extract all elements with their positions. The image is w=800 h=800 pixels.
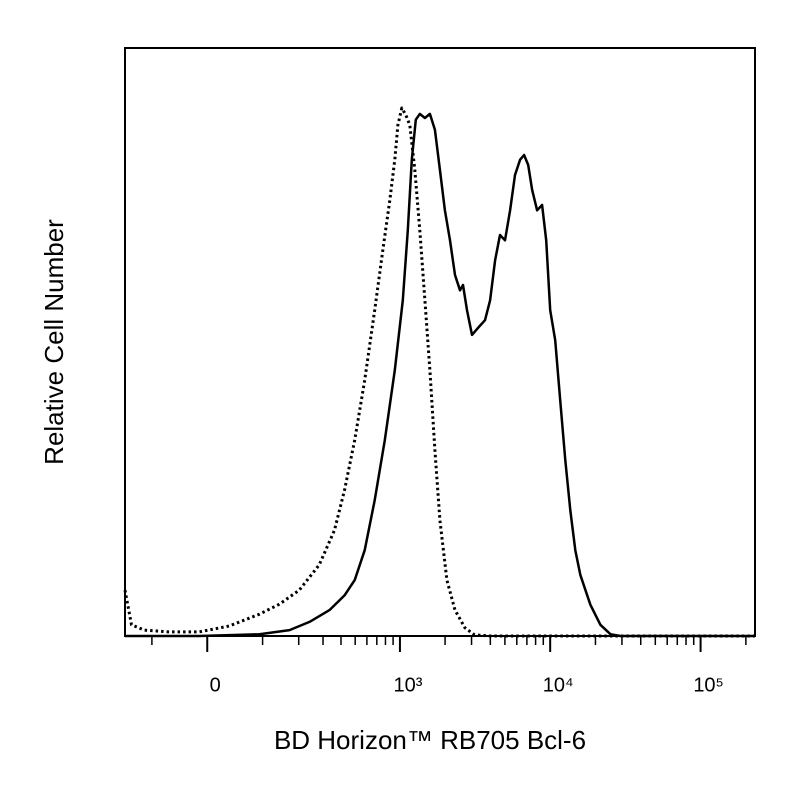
dotted-line — [123, 106, 755, 638]
x-tick-label: 10⁵ — [693, 674, 724, 696]
y-axis-label: Relative Cell Number — [39, 219, 69, 465]
x-axis-label: BD Horizon™ RB705 Bcl-6 — [274, 725, 586, 755]
x-tick-label: 0 — [210, 674, 221, 696]
solid-line — [125, 112, 755, 638]
x-tick-label: 10⁴ — [543, 674, 574, 696]
x-tick-label: 10³ — [393, 674, 422, 696]
plot-frame — [124, 47, 756, 637]
